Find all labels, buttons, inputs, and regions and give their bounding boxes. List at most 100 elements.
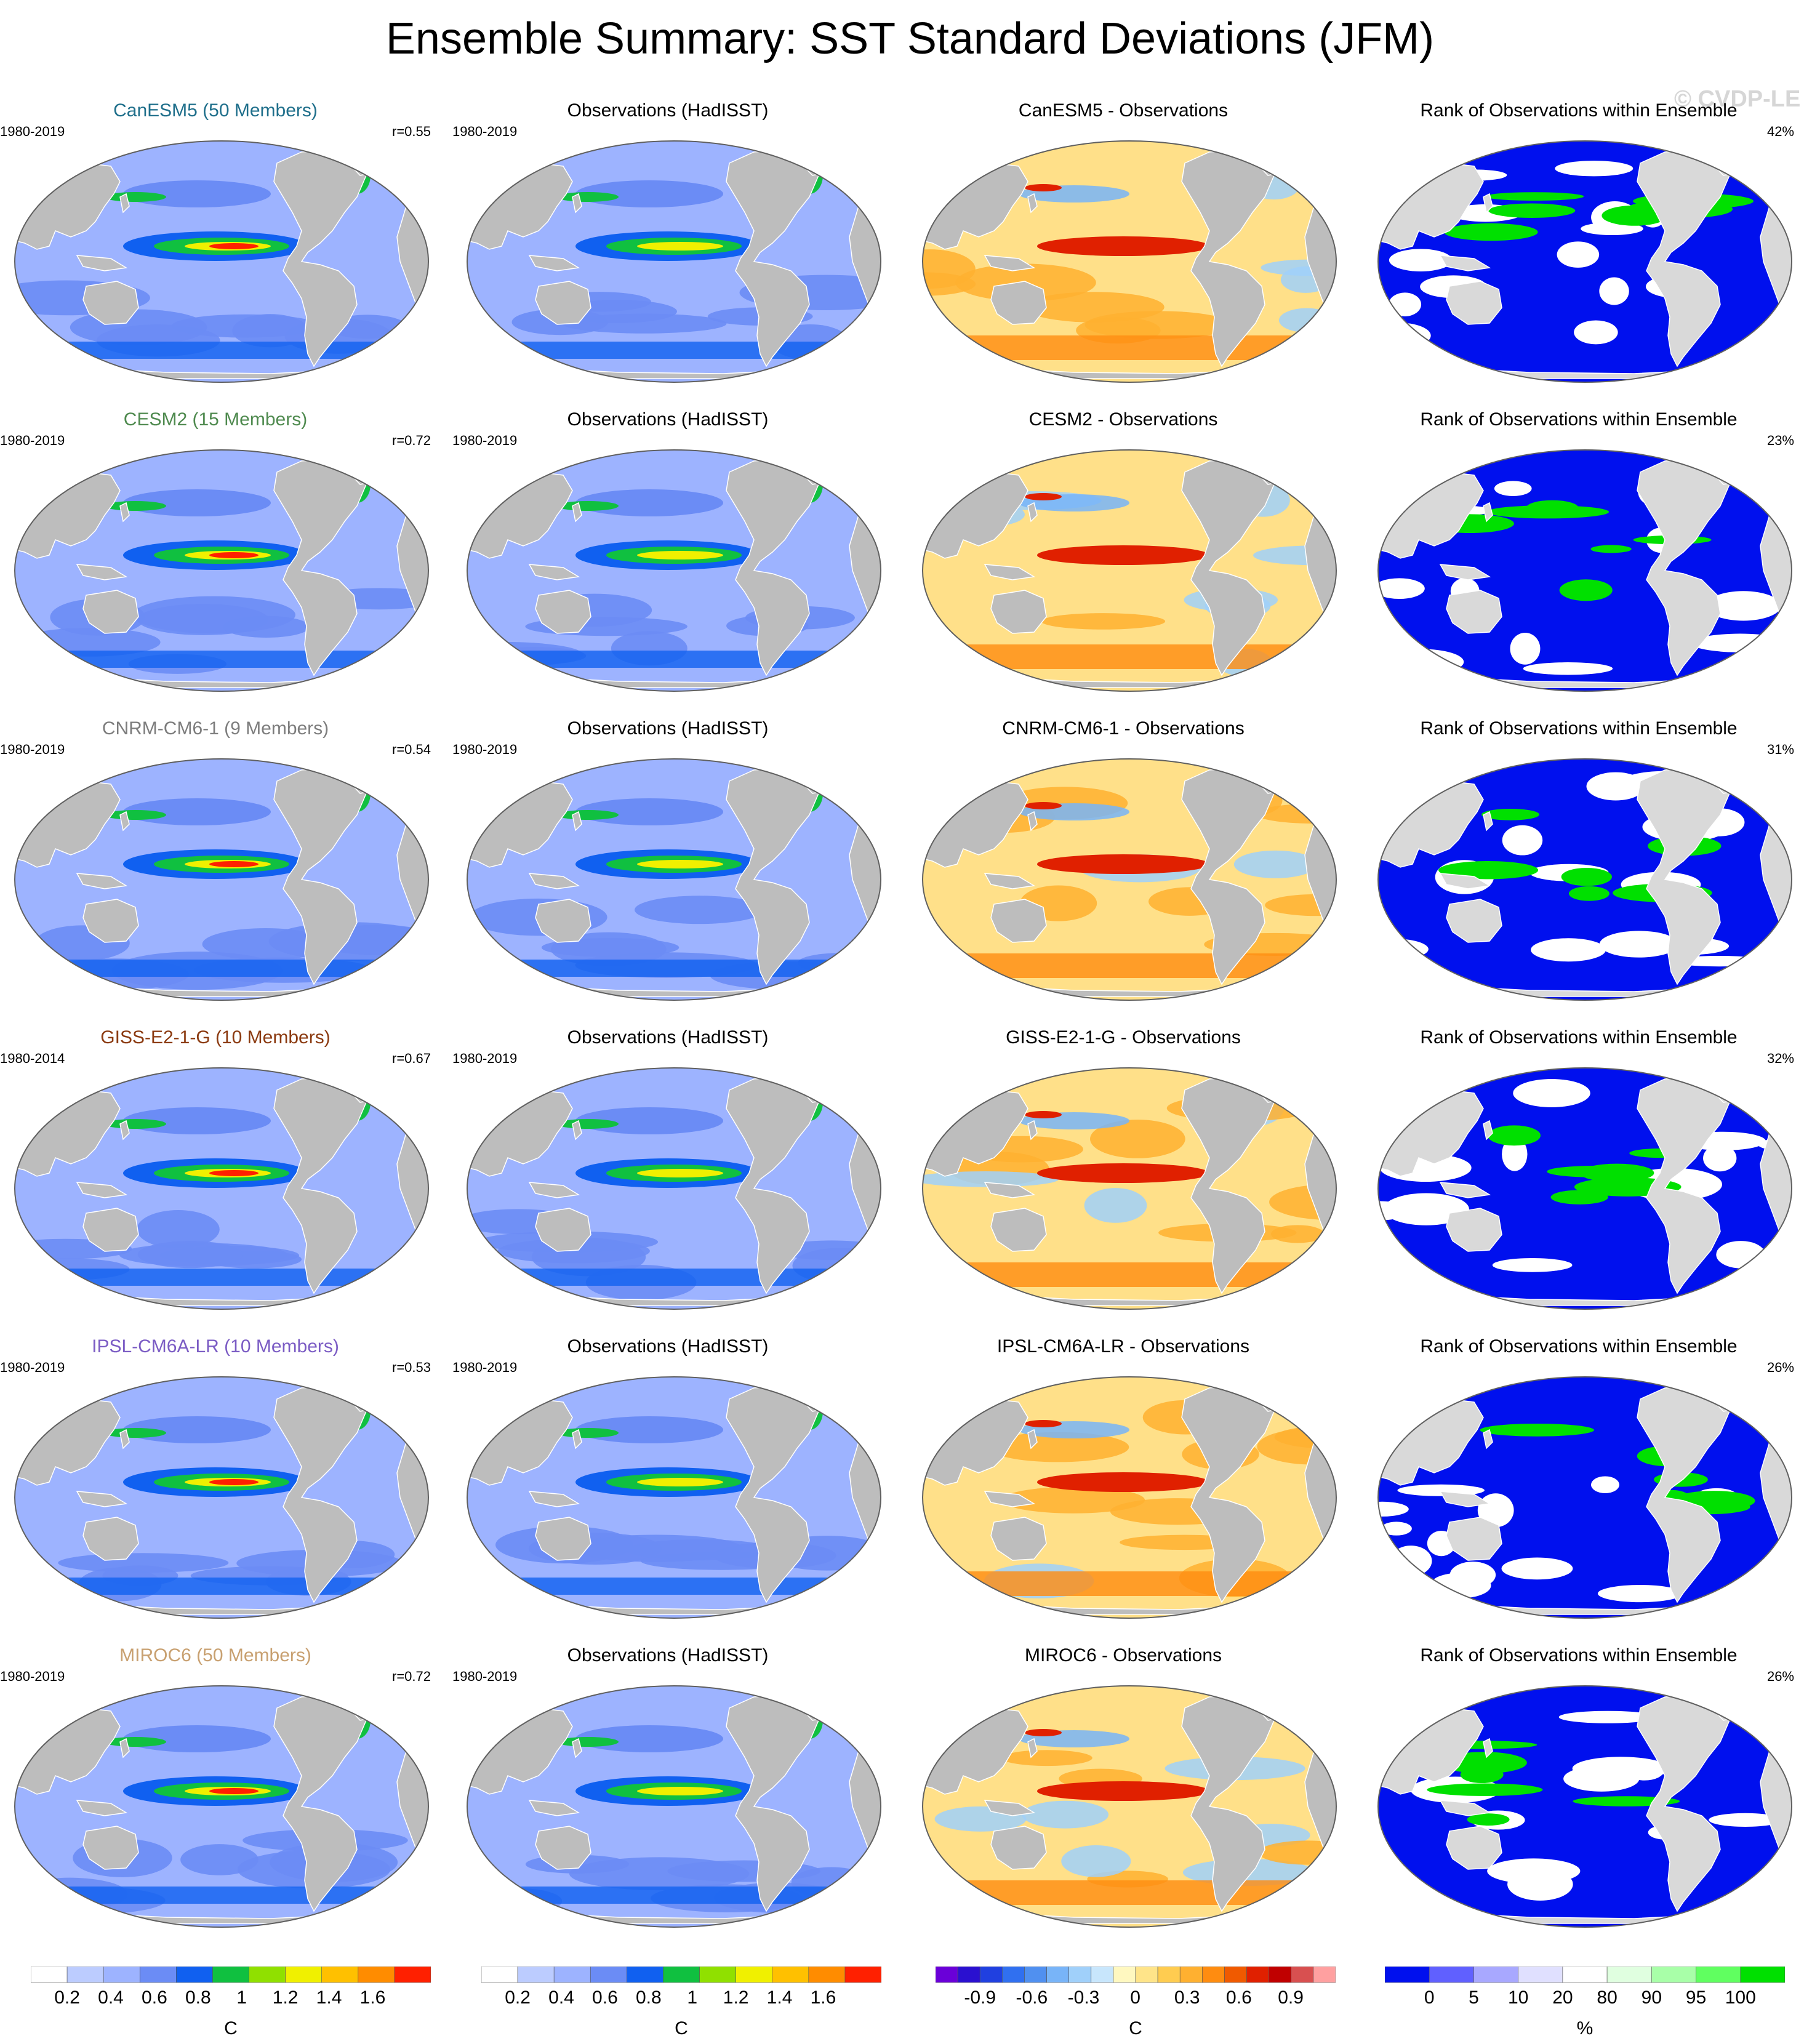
model-panel-4: GISS-E2-1-G (10 Members) 1980-2014 r=0.67	[0, 1025, 431, 1321]
period-label: 1980-2019	[452, 1669, 518, 1684]
diff-panel-3: CNRM-CM6-1 - Observations	[908, 716, 1339, 1012]
colorbar-swatch	[590, 1967, 627, 1983]
model-title: GISS-E2-1-G (10 Members)	[100, 1027, 331, 1048]
diff-panel-5: IPSL-CM6A-LR - Observations	[908, 1334, 1339, 1630]
colorbar-tick-label: 0.3	[1174, 1987, 1200, 2008]
colorbar-swatch	[1224, 1967, 1247, 1983]
period-label: 1980-2019	[452, 1051, 518, 1066]
map-svg	[14, 449, 429, 692]
world-map	[920, 138, 1339, 385]
colorbar-2: 0.2 0.4 0.6 0.8 1 1.2 1.4 1.6 C	[481, 1967, 881, 2039]
rank-percent: 26%	[1766, 1360, 1794, 1375]
period-label: 1980-2014	[0, 1051, 65, 1066]
colorbar-tick-label: 1.6	[360, 1987, 386, 2008]
pattern-correlation: r=0.67	[392, 1051, 431, 1066]
pattern-correlation: r=0.72	[392, 1669, 431, 1684]
world-map	[920, 756, 1339, 1003]
colorbar-tick-label: 0.6	[592, 1987, 618, 2008]
world-map	[12, 1683, 431, 1930]
map-svg	[922, 140, 1337, 383]
diff-title: CanESM5 - Observations	[1018, 100, 1229, 121]
colorbar-swatch	[1068, 1967, 1092, 1983]
colorbar-4: 0 5 10 20 80 90 95 100%	[1385, 1967, 1785, 2039]
colorbar-swatch	[358, 1967, 395, 1983]
colorbar-tick-label: 0.2	[505, 1987, 531, 2008]
colorbar-1: 0.2 0.4 0.6 0.8 1 1.2 1.4 1.6 C	[31, 1967, 431, 2039]
world-map	[920, 1683, 1339, 1930]
obs-title: Observations (HadISST)	[567, 1336, 769, 1357]
colorbar-swatch	[663, 1967, 700, 1983]
colorbar-unit: %	[1576, 2018, 1594, 2039]
rank-panel-5: Rank of Observations within Ensemble 26%	[1363, 1334, 1794, 1630]
pattern-correlation: r=0.72	[392, 433, 431, 448]
map-svg	[467, 1685, 881, 1928]
period-label: 1980-2019	[0, 1669, 65, 1684]
diff-title: CESM2 - Observations	[1028, 409, 1218, 430]
diff-panel-2: CESM2 - Observations	[908, 407, 1339, 703]
colorbar-unit: C	[675, 2018, 688, 2039]
obs-title: Observations (HadISST)	[567, 1027, 769, 1048]
colorbar-swatch	[1002, 1967, 1025, 1983]
colorbar-swatch	[481, 1967, 518, 1983]
colorbar-swatch	[1179, 1967, 1203, 1983]
obs-panel-2: Observations (HadISST) 1980-2019	[452, 407, 883, 703]
model-title: CanESM5 (50 Members)	[113, 100, 318, 121]
rank-title: Rank of Observations within Ensemble	[1420, 100, 1738, 121]
colorbar-swatch	[772, 1967, 809, 1983]
map-svg	[922, 1067, 1337, 1310]
model-title: CESM2 (15 Members)	[123, 409, 308, 430]
map-svg	[922, 1376, 1337, 1619]
model-panel-1: CanESM5 (50 Members) 1980-2019 r=0.55	[0, 98, 431, 394]
world-map	[12, 138, 431, 385]
colorbar-swatch	[1696, 1967, 1741, 1983]
obs-title: Observations (HadISST)	[567, 718, 769, 739]
period-label: 1980-2019	[452, 433, 518, 448]
map-svg	[1377, 1067, 1792, 1310]
colorbar-swatch	[285, 1967, 323, 1983]
pattern-correlation: r=0.53	[392, 1360, 431, 1375]
colorbar-tick-label: 0	[1130, 1987, 1141, 2008]
world-map	[465, 138, 883, 385]
period-label: 1980-2019	[0, 742, 65, 757]
diff-panel-1: CanESM5 - Observations	[908, 98, 1339, 394]
colorbar-tick-label: 0.8	[636, 1987, 662, 2008]
period-label: 1980-2019	[0, 124, 65, 139]
pattern-correlation: r=0.54	[392, 742, 431, 757]
page-title: Ensemble Summary: SST Standard Deviation…	[385, 14, 1435, 63]
model-title: MIROC6 (50 Members)	[119, 1645, 311, 1666]
world-map	[1376, 1683, 1794, 1930]
map-svg	[467, 758, 881, 1001]
period-label: 1980-2019	[452, 742, 518, 757]
colorbar-tick-label: 1.2	[273, 1987, 299, 2008]
colorbar-swatch	[627, 1967, 663, 1983]
colorbar-swatch	[1135, 1967, 1158, 1983]
colorbar-swatch	[553, 1967, 591, 1983]
world-map	[465, 1374, 883, 1621]
world-map	[12, 1065, 431, 1312]
diff-panel-6: MIROC6 - Observations	[908, 1643, 1339, 1939]
colorbar-3: -0.9 -0.6 -0.3 0 0.3 0.6 0.9 C	[936, 1967, 1336, 2039]
colorbar-swatch	[979, 1967, 1003, 1983]
rank-title: Rank of Observations within Ensemble	[1420, 409, 1738, 430]
colorbar-tick-label: 10	[1508, 1987, 1528, 2008]
period-label: 1980-2019	[0, 433, 65, 448]
colorbar-tick-label: 1	[236, 1987, 247, 2008]
colorbar-tick-label: 1	[687, 1987, 697, 2008]
colorbar-tick-label: 1.6	[811, 1987, 836, 2008]
colorbar-tick-label: 80	[1597, 1987, 1617, 2008]
pattern-correlation: r=0.55	[392, 124, 431, 139]
colorbar-swatch	[936, 1967, 958, 1983]
obs-panel-3: Observations (HadISST) 1980-2019	[452, 716, 883, 1012]
map-svg	[1377, 1376, 1792, 1619]
world-map	[1376, 756, 1794, 1003]
map-svg	[467, 449, 881, 692]
colorbar-swatch	[1518, 1967, 1563, 1983]
world-map	[1376, 1374, 1794, 1621]
colorbar-tick-label: 0.6	[142, 1987, 167, 2008]
period-label: 1980-2019	[452, 1360, 518, 1375]
watermark: © CVDP-LE	[1674, 86, 1801, 112]
obs-title: Observations (HadISST)	[567, 1645, 769, 1666]
colorbar-swatch	[1291, 1967, 1314, 1983]
colorbar-tick-label: 0.4	[548, 1987, 574, 2008]
map-svg	[1377, 140, 1792, 383]
